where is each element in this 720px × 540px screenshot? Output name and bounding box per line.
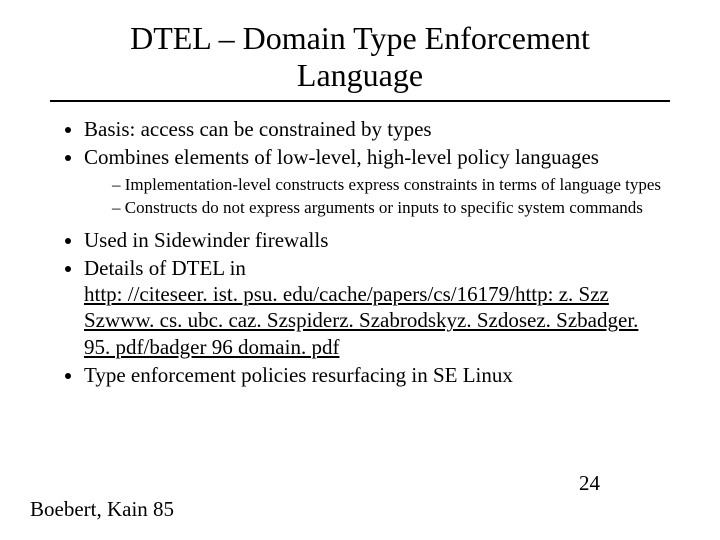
bullet-details: Details of DTEL in http: //citeseer. ist… [84, 255, 670, 360]
bullet-details-lead: Details of DTEL in [84, 256, 246, 280]
page-number: 24 [579, 471, 600, 496]
slide: DTEL – Domain Type Enforcement Language … [0, 0, 720, 540]
slide-title: DTEL – Domain Type Enforcement Language [50, 20, 670, 94]
bullet-selinux: Type enforcement policies resurfacing in… [84, 362, 670, 388]
bullet-combines-text: Combines elements of low-level, high-lev… [84, 145, 599, 169]
sub-bullet-impl: Implementation-level constructs express … [112, 174, 670, 195]
bullet-sidewinder: Used in Sidewinder firewalls [84, 227, 670, 253]
details-url-line2[interactable]: Szwww. cs. ubc. caz. Szspiderz. Szabrods… [84, 307, 670, 333]
bullet-combines: Combines elements of low-level, high-lev… [84, 144, 670, 219]
title-line-2: Language [297, 57, 423, 93]
sub-bullet-constructs: Constructs do not express arguments or i… [112, 197, 670, 218]
details-url-line1[interactable]: http: //citeseer. ist. psu. edu/cache/pa… [84, 281, 670, 307]
details-url-line3[interactable]: 95. pdf/badger 96 domain. pdf [84, 334, 670, 360]
sub-bullet-list: Implementation-level constructs express … [84, 174, 670, 219]
title-line-1: DTEL – Domain Type Enforcement [130, 20, 590, 56]
bullet-basis: Basis: access can be constrained by type… [84, 116, 670, 142]
footer-citation: Boebert, Kain 85 [30, 497, 174, 522]
title-underline [50, 100, 670, 102]
bullet-list: Basis: access can be constrained by type… [50, 116, 670, 389]
